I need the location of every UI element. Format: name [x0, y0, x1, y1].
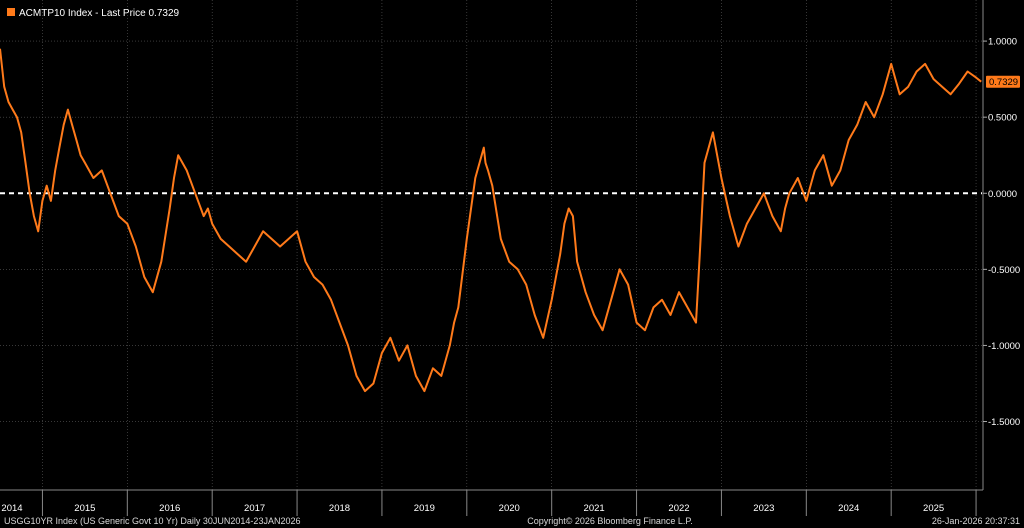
x-axis: 2014 2015 2016 2017 2018 2019 2020 2021 2022 2023…	[0, 489, 983, 516]
grid-layer	[0, 0, 982, 490]
x-tick-label: 2017	[244, 503, 265, 514]
x-tick-label: 2024	[838, 503, 859, 514]
legend-label: ACMTP10 Index - Last Price 0.7329	[19, 8, 180, 19]
footer-copyright: Copyright© 2026 Bloomberg Finance L.P.	[527, 516, 693, 526]
series-line-acmtp10	[0, 48, 982, 393]
footer-timestamp: 26-Jan-2026 20:37:31	[932, 516, 1020, 526]
y-tick-label: 0.0000	[988, 189, 1017, 200]
footer-security-description: USGG10YR Index (US Generic Govt 10 Yr) D…	[4, 516, 300, 526]
last-price-tag-bg	[986, 75, 1020, 88]
x-tick-label: 2025	[923, 503, 944, 514]
x-tick-label: 2015	[74, 503, 95, 514]
y-tick-label: -0.5000	[988, 265, 1020, 276]
y-tick-label: 0.5000	[988, 113, 1017, 124]
legend-swatch	[7, 8, 15, 16]
x-tick-label: 2019	[414, 503, 435, 514]
x-tick-label: 2016	[159, 503, 180, 514]
x-tick-label: 2022	[668, 503, 689, 514]
last-price-tag-label: 0.7329	[989, 77, 1018, 88]
last-price-tag: 0.7329	[986, 75, 1020, 88]
y-tick-label: 1.0000	[988, 37, 1017, 48]
x-tick-label: 2020	[499, 503, 520, 514]
x-tick-label: 2023	[753, 503, 774, 514]
y-tick-label: -1.5000	[988, 417, 1020, 428]
x-tick-label: 2021	[584, 503, 605, 514]
x-tick-label: 2018	[329, 503, 350, 514]
y-axis: 1.0000 0.5000 0.0000 -0.5000 -1.0000 -1.5000	[982, 0, 1020, 490]
x-tick-label: 2014	[1, 503, 22, 514]
legend: ACMTP10 Index - Last Price 0.7329	[7, 8, 180, 19]
y-tick-label: -1.0000	[988, 341, 1020, 352]
